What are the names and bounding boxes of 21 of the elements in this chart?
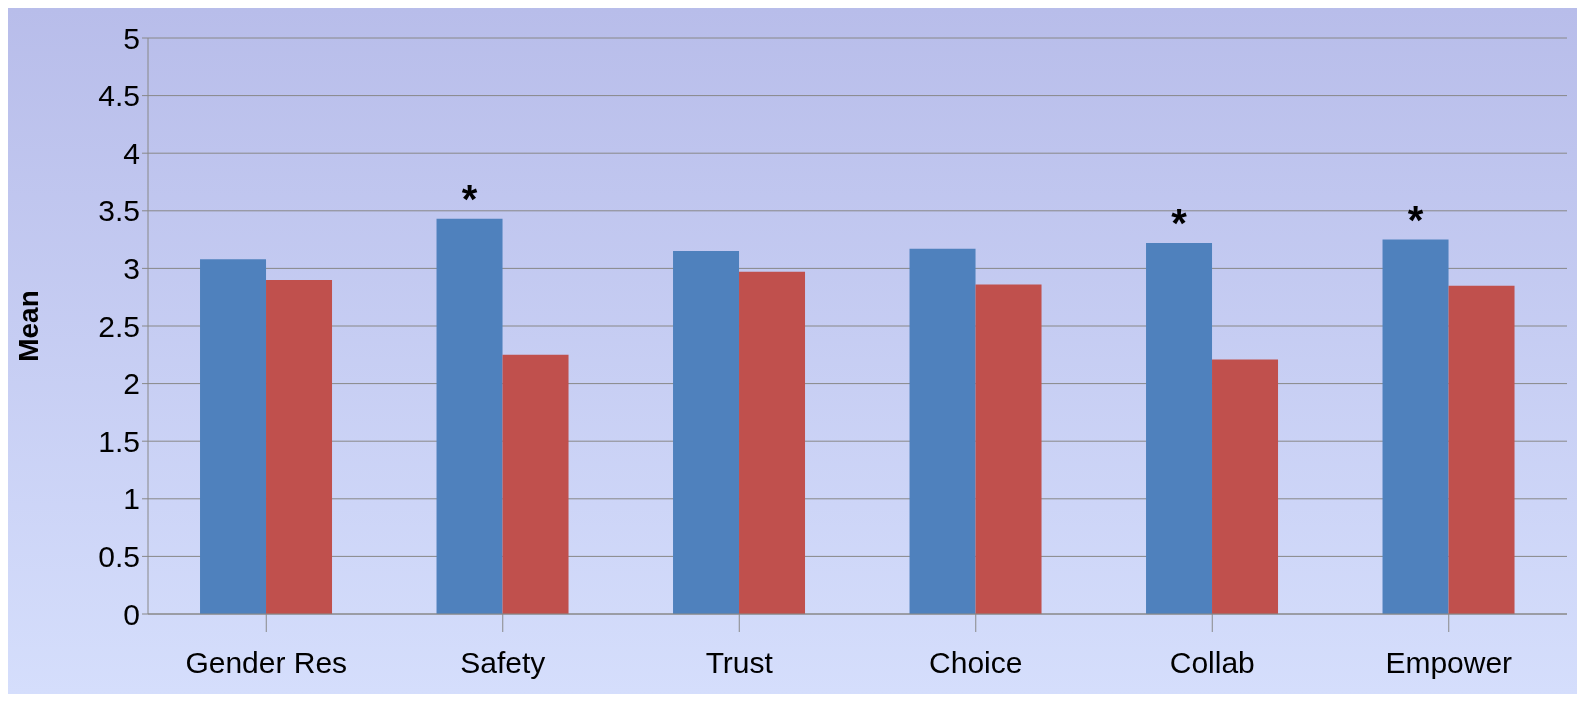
x-tick-label: Safety [460, 646, 546, 680]
y-tick-label: 2.5 [98, 309, 140, 343]
y-tick-label: 4.5 [98, 79, 140, 113]
y-tick-label: 0 [123, 597, 140, 631]
y-tick-label: 5 [123, 21, 140, 55]
annotation: * [1407, 197, 1424, 242]
x-tick-label: Collab [1169, 646, 1255, 680]
y-tick-label: 2 [123, 367, 140, 401]
y-tick-label: 1.5 [98, 424, 140, 458]
y-axis-title: Mean [12, 290, 44, 362]
x-tick-label: Trust [705, 646, 774, 680]
annotation: * [1171, 201, 1188, 246]
y-tick-label: 1 [123, 482, 140, 516]
y-tick-label: 4 [123, 136, 140, 170]
y-tick-label: 3 [123, 252, 140, 286]
y-tick-label: 3.5 [98, 194, 140, 228]
x-tick-label: Choice [929, 646, 1023, 680]
y-tick-label: 0.5 [98, 540, 140, 574]
x-tick-label: Empower [1385, 646, 1513, 680]
x-tick-label: Gender Res [185, 646, 348, 680]
annotation: * [461, 176, 478, 221]
